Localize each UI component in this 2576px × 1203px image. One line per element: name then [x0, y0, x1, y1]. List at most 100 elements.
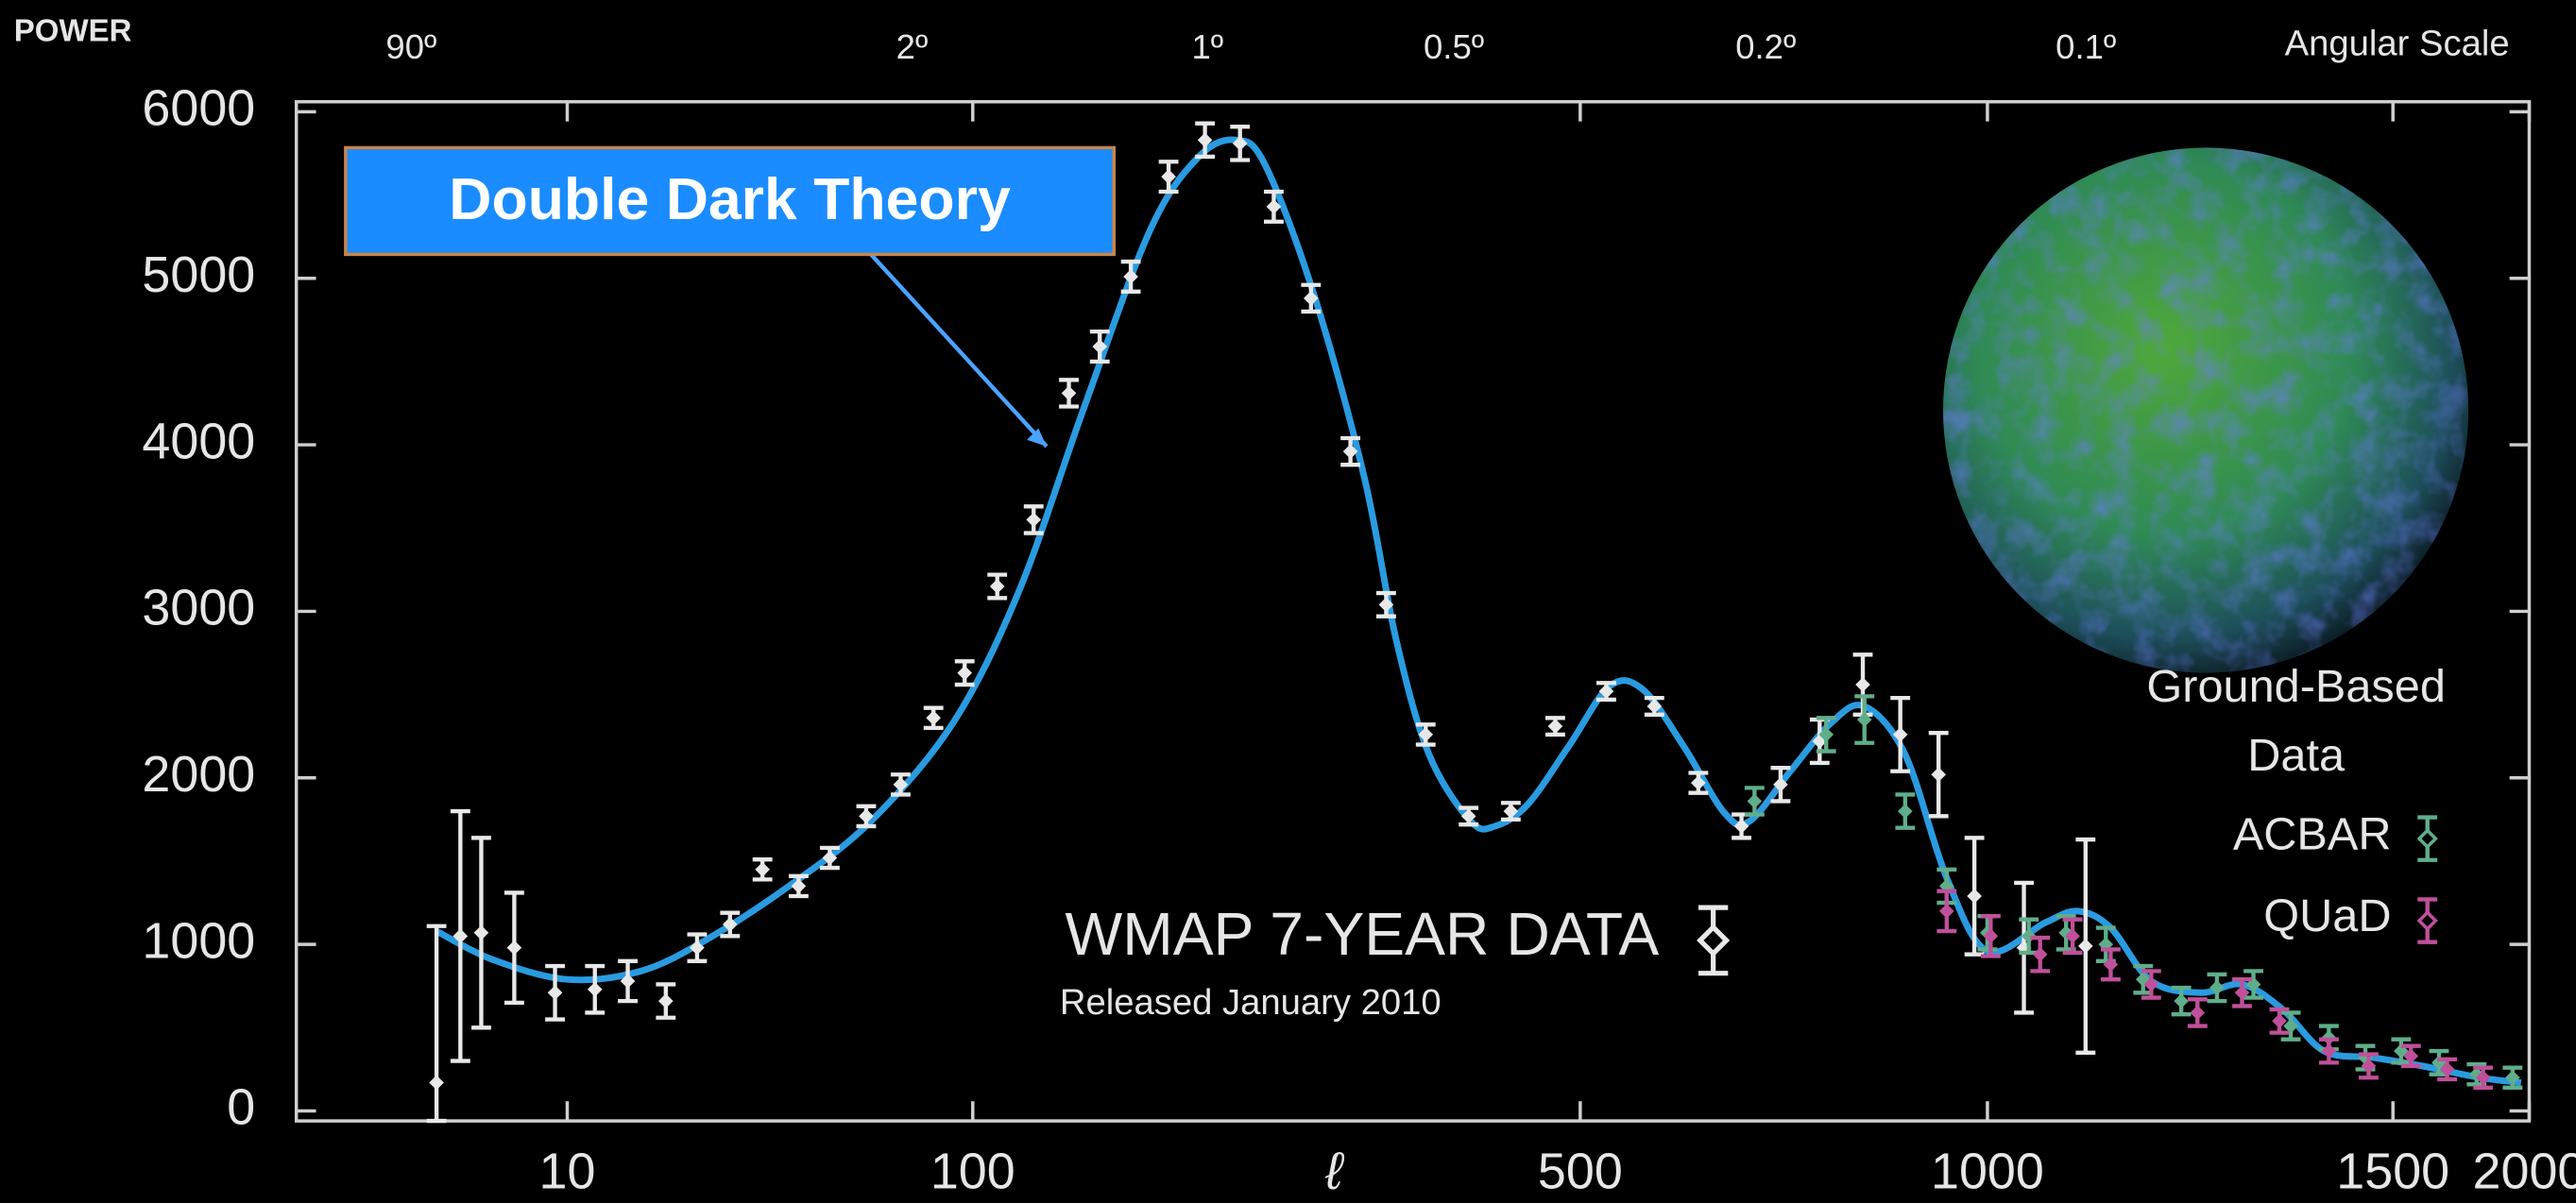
data-point — [1026, 512, 1042, 528]
data-point — [2283, 1018, 2298, 1034]
data-point — [1232, 136, 1248, 151]
cmb-globe — [1942, 147, 2469, 673]
data-point — [690, 940, 705, 956]
y-axis-label: POWER — [14, 12, 132, 47]
data-point — [2065, 928, 2080, 944]
top-axis-label: 0.5º — [1424, 27, 1484, 66]
data-point — [2032, 946, 2048, 962]
data-point — [2403, 1048, 2419, 1064]
y-tick-label: 4000 — [142, 413, 255, 469]
y-tick-label: 3000 — [142, 580, 255, 636]
y-tick-label: 0 — [227, 1079, 255, 1136]
data-point — [1938, 904, 1954, 919]
legend-symbol — [1697, 923, 1731, 957]
x-tick-label: 10 — [539, 1144, 596, 1200]
data-point — [755, 861, 770, 877]
y-tick-label: 5000 — [142, 246, 255, 303]
legend-label: ACBAR — [2233, 808, 2392, 859]
data-point — [2439, 1061, 2455, 1077]
release-note: Released January 2010 — [1060, 982, 1442, 1023]
data-point — [452, 928, 469, 944]
data-point — [2209, 980, 2225, 995]
legend-label: WMAP 7-YEAR DATA — [1066, 900, 1660, 968]
data-point — [547, 985, 563, 1001]
data-point — [1733, 819, 1749, 834]
data-point — [506, 940, 522, 956]
data-point — [1898, 804, 1913, 819]
data-point — [989, 579, 1005, 594]
data-point — [1503, 804, 1519, 819]
y-tick-label: 1000 — [142, 912, 255, 969]
top-axis-label: 2º — [896, 27, 929, 66]
callout-arrowhead — [1027, 428, 1048, 447]
x-tick-label: 2000 — [2473, 1144, 2576, 1200]
data-point — [822, 850, 838, 866]
x-tick-label: 100 — [930, 1144, 1015, 1200]
top-axis-title: Angular Scale — [2285, 24, 2510, 64]
data-point — [429, 1075, 444, 1091]
data-point — [893, 777, 909, 792]
data-point — [1646, 699, 1663, 714]
legend-label: QUaD — [2263, 890, 2391, 941]
legend-symbol — [2416, 909, 2438, 932]
data-point — [791, 878, 807, 894]
data-point — [1197, 132, 1213, 148]
data-point — [2174, 993, 2189, 1008]
data-point — [1123, 269, 1138, 284]
data-point — [620, 974, 636, 989]
data-point — [1161, 169, 1176, 184]
data-point — [1747, 793, 1763, 809]
y-tick-label: 2000 — [142, 746, 255, 803]
data-point — [2234, 985, 2250, 1001]
data-point — [587, 981, 603, 997]
data-point — [2077, 939, 2093, 954]
data-point — [2245, 976, 2261, 992]
data-point — [1304, 291, 1319, 306]
data-point — [1855, 677, 1870, 692]
data-point — [2321, 1043, 2337, 1059]
data-point — [1092, 339, 1108, 354]
data-point — [957, 665, 973, 681]
data-point — [2272, 1013, 2287, 1029]
top-axis-label: 0.1º — [2056, 27, 2116, 66]
data-point — [1342, 444, 1358, 459]
data-point — [658, 993, 674, 1008]
data-point — [1418, 727, 1434, 742]
y-tick-label: 6000 — [142, 80, 255, 137]
data-point — [859, 808, 874, 824]
data-point — [1967, 889, 1982, 904]
theory-curve — [435, 136, 2522, 1086]
x-axis-label: ℓ — [1324, 1142, 1344, 1200]
data-point — [926, 710, 942, 726]
data-point — [2103, 957, 2119, 973]
callout-box — [344, 145, 1117, 257]
data-point — [1547, 719, 1563, 734]
data-point — [2190, 1005, 2206, 1021]
legend-symbol — [2416, 828, 2438, 850]
ground-based-label: Ground-Based — [2146, 661, 2445, 712]
data-point — [1983, 928, 1999, 944]
data-point — [722, 917, 738, 932]
data-point — [1931, 767, 1947, 783]
theory-callout: Double Dark Theory — [344, 145, 1117, 449]
data-point — [2475, 1070, 2491, 1086]
x-tick-label: 1500 — [2336, 1144, 2449, 1200]
top-axis-label: 0.2º — [1735, 27, 1796, 66]
data-point — [1378, 597, 1394, 613]
data-point — [1598, 684, 1614, 699]
data-point — [2361, 1059, 2377, 1074]
data-point — [473, 924, 489, 940]
ground-based-label: Data — [2247, 730, 2346, 781]
data-point — [1892, 727, 1908, 742]
globe-texture — [1942, 147, 2469, 673]
data-point — [1266, 199, 1282, 214]
data-point — [1460, 808, 1476, 824]
data-point — [1818, 727, 1834, 742]
callout-arrow — [869, 252, 1049, 449]
callout-text: Double Dark Theory — [449, 166, 1011, 232]
data-point — [1856, 712, 1872, 727]
top-axis-label: 90º — [385, 27, 436, 66]
data-point — [1061, 385, 1077, 401]
